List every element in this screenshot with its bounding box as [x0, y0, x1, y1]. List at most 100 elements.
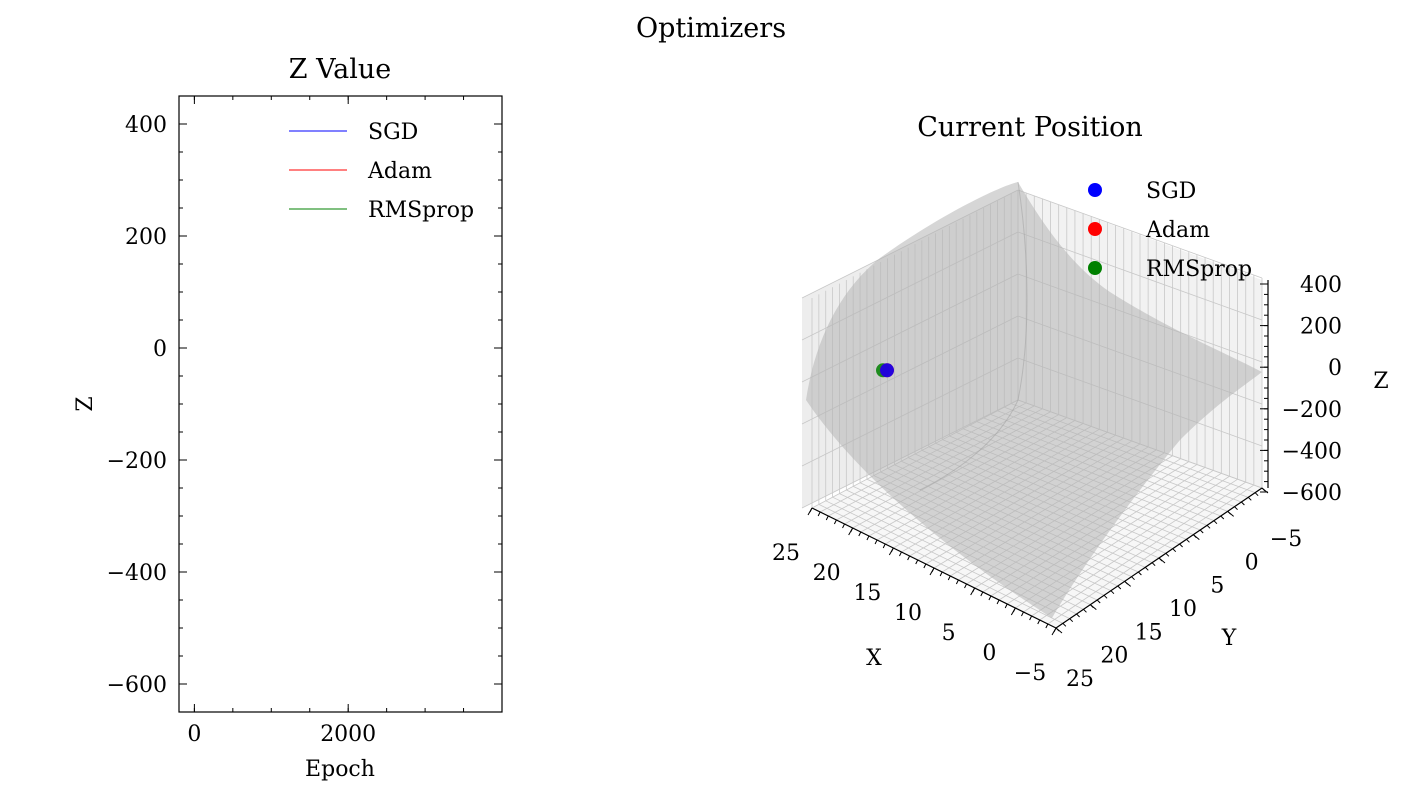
current-position-title: Current Position	[917, 112, 1143, 143]
y3-tick-label: 25	[1066, 667, 1094, 692]
y3-minor-tick	[1206, 524, 1211, 529]
x3-minor-tick	[825, 515, 829, 521]
y3-minor-tick	[1117, 585, 1122, 590]
y3-minor-tick	[1234, 506, 1238, 511]
y3-tick-label: 15	[1135, 620, 1163, 645]
minor-ticks	[179, 96, 503, 712]
z-ticks-3d: 400 200 0 −200 −400 −600	[1260, 273, 1342, 506]
y3-minor-tick	[1089, 604, 1094, 609]
x3-minor-tick	[890, 547, 894, 553]
x3-minor-tick	[1004, 603, 1008, 609]
x3-minor-tick	[817, 511, 821, 517]
x3-minor-tick	[955, 579, 959, 585]
y3-minor-tick	[1227, 510, 1232, 515]
x3-minor-tick	[923, 563, 927, 569]
y-tick-label: 200	[125, 225, 167, 250]
y3-minor-tick	[1055, 627, 1060, 632]
x3-minor-tick	[858, 531, 862, 537]
legend-3d: SGD Adam RMSprop	[1088, 179, 1252, 282]
y3-minor-tick	[1199, 529, 1204, 534]
legend-label: SGD	[368, 120, 418, 145]
y3-minor-tick	[1083, 608, 1087, 613]
y-tick-label: −600	[107, 673, 167, 698]
legend-label: RMSprop	[368, 198, 474, 223]
x-axis-label: Epoch	[305, 757, 375, 782]
figure-title: Optimizers	[636, 13, 786, 44]
y3-minor-tick	[1192, 534, 1197, 539]
y3-minor-tick	[1261, 487, 1266, 492]
loss-surface	[806, 181, 1262, 618]
legend-marker	[1088, 183, 1102, 197]
z-axis-label-3d: Z	[1373, 369, 1388, 394]
y3-tick-label: −5	[1270, 527, 1302, 552]
legend-marker	[1088, 261, 1102, 275]
y3-minor-tick	[1220, 515, 1225, 520]
z3-tick-label: 200	[1300, 315, 1342, 340]
x3-minor-tick	[996, 599, 1000, 605]
y3-minor-tick	[1186, 538, 1190, 543]
y-ticks: 400 200 0 −200 −400 −600	[107, 113, 502, 698]
x3-minor-tick	[988, 595, 992, 601]
z-value-plot-frame	[178, 95, 503, 713]
y3-minor-tick	[1165, 552, 1170, 557]
y3-minor-tick	[1151, 562, 1156, 567]
y3-minor-tick	[1158, 557, 1163, 562]
x3-minor-tick	[1029, 615, 1033, 621]
y-axis-label-3d: Y	[1221, 626, 1237, 651]
x-axis-label-3d: X	[866, 646, 882, 671]
y3-minor-tick	[1241, 501, 1245, 506]
y-tick-label: 400	[125, 113, 167, 138]
x3-minor-tick	[939, 571, 943, 577]
y3-minor-tick	[1069, 618, 1074, 623]
y3-minor-tick	[1179, 543, 1183, 548]
y-axis-label: Z	[73, 396, 98, 411]
x3-minor-tick	[972, 587, 976, 593]
x3-minor-tick	[1021, 611, 1024, 617]
x3-minor-tick	[842, 523, 845, 529]
x-tick-label: 2000	[320, 722, 376, 747]
y3-minor-tick	[1254, 492, 1259, 497]
y3-minor-tick	[1247, 496, 1252, 501]
y3-tick-label: 5	[1210, 574, 1224, 599]
y3-minor-tick	[1110, 590, 1115, 595]
x-tick-label: 0	[187, 722, 201, 747]
y3-minor-tick	[1131, 576, 1135, 581]
x3-minor-tick	[915, 559, 919, 565]
z3-tick-label: 0	[1328, 356, 1342, 381]
legend-marker	[1088, 222, 1102, 236]
x3-minor-tick	[907, 555, 911, 561]
x3-minor-tick	[947, 575, 951, 581]
x3-minor-tick	[1037, 619, 1041, 625]
scatter-points	[876, 363, 894, 378]
y3-tick-label: 20	[1100, 644, 1128, 669]
z3-tick-label: −600	[1282, 481, 1342, 506]
y3-minor-tick	[1124, 580, 1129, 585]
x3-minor-tick	[1045, 623, 1049, 629]
x3-tick-label: 15	[853, 581, 881, 606]
x3-tick-label: 10	[894, 601, 922, 626]
legend-label: Adam	[367, 159, 432, 184]
x3-minor-tick	[899, 551, 902, 557]
x3-tick-label: 5	[942, 621, 956, 646]
y-tick-label: 0	[153, 337, 167, 362]
x3-minor-tick	[1012, 607, 1016, 613]
surface-ridge	[919, 181, 1028, 491]
x-ticks: 0 2000	[187, 96, 376, 747]
x3-minor-tick	[931, 567, 935, 573]
y-tick-label: −400	[107, 561, 167, 586]
legend-label: RMSprop	[1146, 257, 1252, 282]
y3-minor-tick	[1103, 594, 1108, 599]
y3-minor-tick	[1144, 566, 1149, 571]
x3-minor-tick	[850, 527, 854, 533]
x3-minor-tick	[833, 519, 837, 525]
y3-minor-tick	[1096, 599, 1101, 604]
y3-minor-tick	[1213, 520, 1218, 525]
scatter-point	[880, 363, 894, 378]
z-value-title: Z Value	[289, 54, 391, 85]
x3-minor-tick	[882, 543, 886, 549]
x3-minor-tick	[809, 507, 813, 513]
